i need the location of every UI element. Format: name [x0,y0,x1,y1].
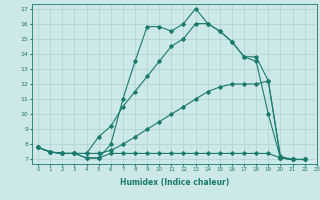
X-axis label: Humidex (Indice chaleur): Humidex (Indice chaleur) [120,178,229,187]
